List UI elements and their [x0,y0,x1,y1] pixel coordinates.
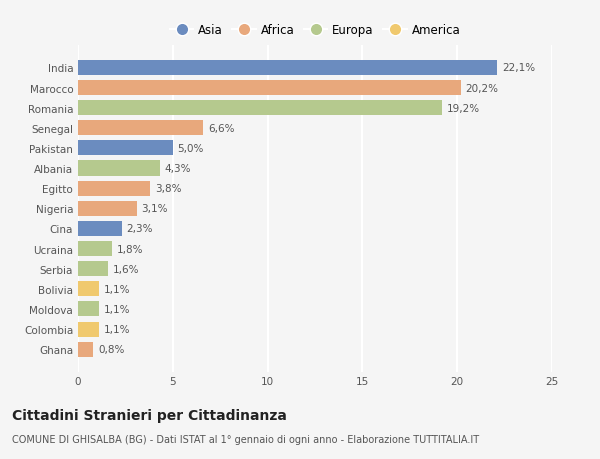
Text: Cittadini Stranieri per Cittadinanza: Cittadini Stranieri per Cittadinanza [12,409,287,422]
Bar [78,342,93,357]
Text: 0,8%: 0,8% [98,344,124,354]
Text: 6,6%: 6,6% [208,123,235,134]
Bar [78,181,150,196]
Bar [78,101,442,116]
Bar [78,282,99,297]
Bar [78,241,112,257]
Bar [78,322,99,337]
Bar [78,161,160,176]
Text: 19,2%: 19,2% [447,103,480,113]
Text: 20,2%: 20,2% [466,84,499,93]
Text: 1,1%: 1,1% [104,304,130,314]
Bar [78,302,99,317]
Bar [78,221,122,236]
Text: 1,1%: 1,1% [104,284,130,294]
Bar [78,81,461,96]
Bar [78,61,497,76]
Bar [78,141,173,156]
Text: 1,1%: 1,1% [104,325,130,334]
Text: COMUNE DI GHISALBA (BG) - Dati ISTAT al 1° gennaio di ogni anno - Elaborazione T: COMUNE DI GHISALBA (BG) - Dati ISTAT al … [12,434,479,444]
Text: 22,1%: 22,1% [502,63,535,73]
Text: 1,6%: 1,6% [113,264,140,274]
Text: 3,8%: 3,8% [155,184,181,194]
Bar [78,202,137,216]
Legend: Asia, Africa, Europa, America: Asia, Africa, Europa, America [165,19,465,42]
Text: 4,3%: 4,3% [164,164,191,174]
Text: 3,1%: 3,1% [142,204,168,214]
Bar [78,121,203,136]
Text: 5,0%: 5,0% [178,144,204,154]
Text: 2,3%: 2,3% [127,224,153,234]
Text: 1,8%: 1,8% [117,244,143,254]
Bar [78,262,109,277]
